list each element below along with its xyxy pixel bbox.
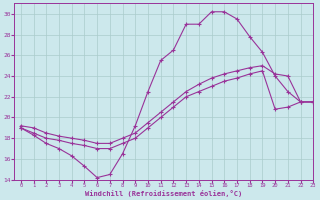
X-axis label: Windchill (Refroidissement éolien,°C): Windchill (Refroidissement éolien,°C) [85,190,243,197]
